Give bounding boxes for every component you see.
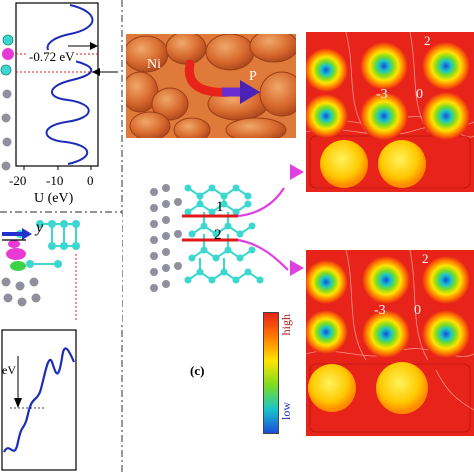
map-bottom-label-2: 2 xyxy=(422,251,429,266)
path-label-1: 1 xyxy=(216,199,224,215)
left-mid-panel xyxy=(0,214,122,322)
panel-label: (c) xyxy=(190,363,205,378)
energy-annotation-top: -0.72 eV xyxy=(28,49,76,64)
potential-curve-bottom xyxy=(3,347,76,453)
x-tick-label: -20 xyxy=(9,173,27,188)
density-map-top xyxy=(306,32,474,192)
map-top-label-2: 2 xyxy=(424,33,431,48)
energy-annotation-bottom: eV xyxy=(2,363,16,377)
axis-label-y: y xyxy=(36,219,44,236)
ni-p-surface-image xyxy=(126,34,296,138)
x-axis-label: U (eV) xyxy=(34,191,74,206)
atom-label-ni: Ni xyxy=(147,57,161,72)
map-bottom-label-neg3: -3 xyxy=(374,303,386,318)
structure-diagram xyxy=(150,184,289,292)
atom-column xyxy=(0,34,14,171)
left-bottom-panel xyxy=(1,329,77,471)
colorbar-high-label: high xyxy=(279,314,293,336)
x-tick-label: 0 xyxy=(87,173,94,188)
connector-arrowheads xyxy=(290,164,304,276)
density-map-bottom xyxy=(306,250,474,436)
path-label-2: 2 xyxy=(214,227,222,243)
x-tick-label: -10 xyxy=(46,173,64,188)
colorbar xyxy=(263,312,279,434)
colorbar-low-label: low xyxy=(279,402,293,420)
map-top-label-neg3: -3 xyxy=(376,87,388,102)
map-bottom-label-0: 0 xyxy=(414,303,421,318)
left-top-panel xyxy=(0,2,118,171)
potential-curve xyxy=(45,4,94,165)
atom-label-p: P xyxy=(249,69,257,84)
map-top-label-0: 0 xyxy=(416,87,423,102)
